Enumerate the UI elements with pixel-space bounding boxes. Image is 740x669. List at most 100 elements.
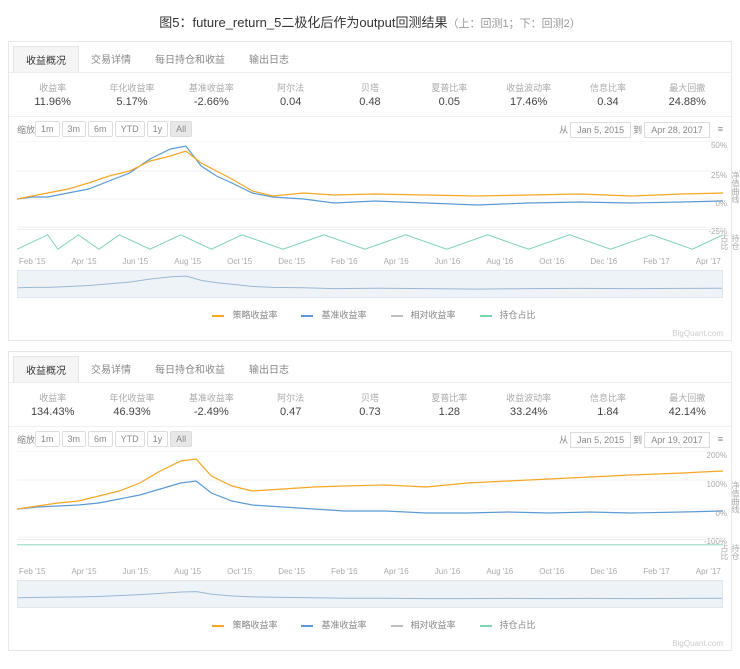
y-tick: 200%	[707, 451, 727, 460]
legend-item: 持仓占比	[472, 310, 536, 320]
x-tick: Oct '16	[539, 257, 564, 266]
date-from[interactable]: Jan 5, 2015	[570, 432, 631, 448]
stat-item: 最大回撤 24.88%	[648, 81, 727, 108]
date-from[interactable]: Jan 5, 2015	[570, 122, 631, 138]
zoom-button-1m[interactable]: 1m	[35, 121, 60, 137]
x-tick: Feb '17	[643, 257, 669, 266]
navigator[interactable]	[17, 580, 723, 608]
stat-label: 最大回撤	[648, 391, 727, 404]
tab-0[interactable]: 收益概况	[13, 356, 79, 382]
x-tick: Feb '16	[331, 257, 357, 266]
x-tick: Aug '15	[174, 567, 201, 576]
stat-item: 贝塔0.48	[330, 81, 409, 108]
date-to[interactable]: Apr 19, 2017	[644, 432, 710, 448]
stat-value: 24.88%	[648, 96, 727, 108]
y-tick: 0%	[715, 199, 727, 208]
x-tick: Dec '16	[590, 567, 617, 576]
legend-item: 基准收益率	[293, 310, 366, 320]
tab-1[interactable]: 交易详情	[79, 356, 143, 382]
menu-icon[interactable]: ≡	[718, 124, 723, 134]
y-tick: 0%	[715, 509, 727, 518]
y-tick: 100%	[707, 480, 727, 489]
tab-3[interactable]: 输出日志	[237, 46, 301, 72]
stat-value: 1.28	[410, 406, 489, 418]
x-tick: Apr '17	[696, 257, 721, 266]
zoom-button-6m[interactable]: 6m	[88, 121, 113, 137]
brand-label: BigQuant.com	[9, 637, 731, 650]
stats-row: 收益率134.43%年化收益率46.93%基准收益率-2.49%阿尔法0.47贝…	[9, 383, 731, 427]
legend-swatch	[480, 315, 492, 317]
x-tick: Dec '15	[278, 567, 305, 576]
zoom-button-1y[interactable]: 1y	[147, 431, 169, 447]
date-to[interactable]: Apr 28, 2017	[644, 122, 710, 138]
stat-label: 阿尔法	[251, 81, 330, 94]
zoom-button-1y[interactable]: 1y	[147, 121, 169, 137]
zoom-button-3m[interactable]: 3m	[62, 431, 87, 447]
holdings-chart: 持仓占比	[17, 539, 723, 565]
legend-swatch	[301, 625, 313, 627]
x-tick: Dec '16	[590, 257, 617, 266]
y-tick: 50%	[711, 141, 727, 150]
holdings-chart: 持仓占比	[17, 229, 723, 255]
stat-item: 收益波动率33.24%	[489, 391, 568, 418]
tab-2[interactable]: 每日持仓和收益	[143, 356, 237, 382]
stat-item: 阿尔法0.47	[251, 391, 330, 418]
tab-2[interactable]: 每日持仓和收益	[143, 46, 237, 72]
x-tick: Aug '15	[174, 257, 201, 266]
stat-value: 17.46%	[489, 96, 568, 108]
stat-label: 信息比率	[568, 81, 647, 94]
zoom-label: 缩放	[17, 123, 35, 136]
tab-1[interactable]: 交易详情	[79, 46, 143, 72]
x-tick: Dec '15	[278, 257, 305, 266]
menu-icon[interactable]: ≡	[718, 434, 723, 444]
navigator[interactable]	[17, 270, 723, 298]
legend-swatch	[391, 315, 403, 317]
legend-swatch	[301, 315, 313, 317]
axis-title-holdings: 持仓占比	[719, 234, 740, 255]
zoom-button-All[interactable]: All	[170, 431, 192, 447]
zoom-button-YTD[interactable]: YTD	[115, 121, 145, 137]
legend-item: 策略收益率	[204, 310, 277, 320]
date-range: 从Jan 5, 2015到Apr 28, 2017	[559, 123, 712, 136]
stat-item: 收益率11.96%	[13, 81, 92, 108]
x-tick: Apr '15	[71, 567, 96, 576]
legend-swatch	[480, 625, 492, 627]
stat-item: 年化收益率46.93%	[92, 391, 171, 418]
stat-item: 收益波动率17.46%	[489, 81, 568, 108]
x-tick: Feb '17	[643, 567, 669, 576]
stat-label: 收益率	[13, 391, 92, 404]
zoom-button-3m[interactable]: 3m	[62, 121, 87, 137]
axis-title-return: 净值曲线	[730, 481, 740, 513]
zoom-button-All[interactable]: All	[170, 121, 192, 137]
stat-value: 5.17%	[92, 96, 171, 108]
y-axis: 50%25%0%-25%	[701, 141, 727, 229]
zoom-button-6m[interactable]: 6m	[88, 431, 113, 447]
stat-label: 年化收益率	[92, 81, 171, 94]
x-axis: Feb '15Apr '15Jun '15Aug '15Oct '15Dec '…	[19, 257, 721, 266]
stat-value: 42.14%	[648, 406, 727, 418]
stat-item: 基准收益率-2.66%	[172, 81, 251, 108]
stat-label: 收益率	[13, 81, 92, 94]
stat-item: 信息比率0.34	[568, 81, 647, 108]
stat-value: 0.73	[330, 406, 409, 418]
stat-item: 夏普比率 1.28	[410, 391, 489, 418]
tab-3[interactable]: 输出日志	[237, 356, 301, 382]
stat-label: 夏普比率	[410, 391, 489, 404]
page-title: 图5：future_return_5二极化后作为output回测结果	[159, 15, 447, 30]
strategy-line	[17, 459, 723, 509]
stat-item: 阿尔法0.04	[251, 81, 330, 108]
stat-label: 最大回撤	[648, 81, 727, 94]
legend-item: 基准收益率	[293, 620, 366, 630]
x-tick: Jun '16	[435, 567, 461, 576]
legend-swatch	[212, 625, 224, 627]
tab-0[interactable]: 收益概况	[13, 46, 79, 72]
stat-item: 贝塔0.73	[330, 391, 409, 418]
backtest-panel: 收益概况交易详情每日持仓和收益输出日志收益率134.43%年化收益率46.93%…	[8, 351, 732, 651]
zoom-button-YTD[interactable]: YTD	[115, 431, 145, 447]
legend: 策略收益率基准收益率相对收益率持仓占比	[9, 302, 731, 327]
return-chart: 50%25%0%-25%净值曲线	[17, 141, 723, 229]
stat-value: 46.93%	[92, 406, 171, 418]
legend: 策略收益率基准收益率相对收益率持仓占比	[9, 612, 731, 637]
zoom-button-1m[interactable]: 1m	[35, 431, 60, 447]
stats-row: 收益率11.96%年化收益率 5.17%基准收益率-2.66%阿尔法0.04贝塔0…	[9, 73, 731, 117]
